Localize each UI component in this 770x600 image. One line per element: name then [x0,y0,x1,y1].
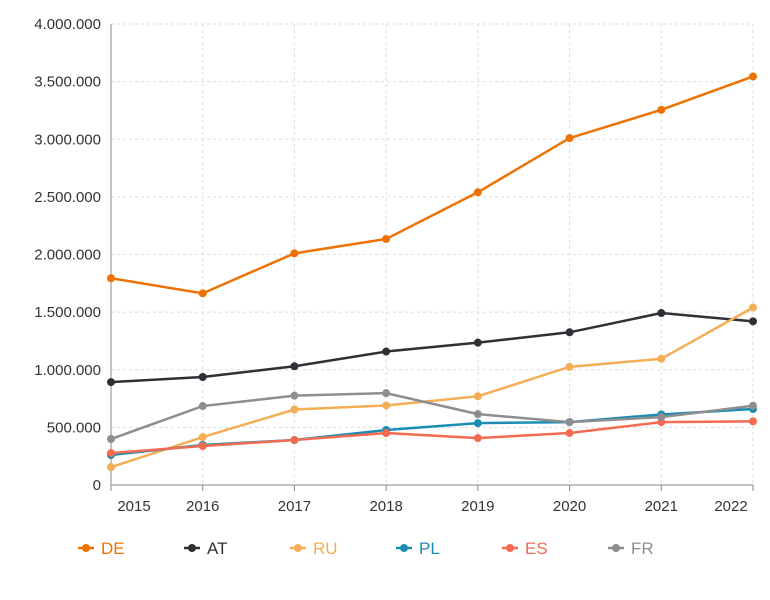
data-point-ES [107,449,115,458]
legend-marker-dot [506,544,514,552]
data-point-RU [749,303,757,312]
data-point-AT [290,362,299,371]
data-point-ES [749,417,757,426]
x-tick-label: 2015 [117,498,150,515]
data-point-FR [382,389,391,398]
x-tick-label: 2016 [186,498,219,515]
y-tick-label: 2.000.000 [34,247,101,264]
data-point-RU [198,433,207,442]
legend-marker-dot [400,544,408,552]
data-point-FR [749,401,757,410]
data-point-DE [657,105,666,114]
y-tick-label: 3.500.000 [34,74,101,91]
data-point-RU [565,362,574,371]
series-line-ES [110,420,754,455]
y-tick-label: 1.500.000 [34,304,101,321]
legend-label-RU: RU [313,539,338,558]
legend-marker-dot [188,544,196,552]
data-point-DE [107,274,115,283]
data-point-AT [107,378,115,387]
data-point-AT [382,347,391,356]
legend-marker-dot [612,544,620,552]
data-point-RU [290,405,299,414]
data-point-AT [657,309,666,318]
series-line-PL [110,407,754,457]
x-tick-label: 2022 [714,498,747,515]
data-point-AT [198,373,207,382]
x-tick-label: 2020 [553,498,586,515]
data-point-DE [473,188,482,197]
data-point-ES [473,434,482,443]
data-point-RU [107,463,115,472]
data-point-RU [382,401,391,410]
data-point-FR [198,402,207,411]
data-point-ES [565,429,574,438]
y-tick-label: 2.500.000 [34,189,101,206]
data-point-FR [565,418,574,427]
y-tick-label: 4.000.000 [34,16,101,33]
series-line-FR [110,391,754,441]
data-point-DE [565,134,574,143]
data-point-FR [107,435,115,444]
x-tick-label: 2021 [645,498,678,515]
data-point-AT [565,328,574,337]
data-point-AT [749,317,757,326]
y-tick-label: 500.000 [47,419,101,436]
data-point-AT [473,338,482,347]
data-point-ES [198,442,207,451]
data-point-DE [749,72,757,81]
data-point-DE [198,289,207,298]
x-tick-label: 2019 [461,498,494,515]
series-line-DE [110,75,754,295]
legend-label-ES: ES [525,539,548,558]
legend-marker-dot [82,544,90,552]
data-point-FR [473,410,482,419]
legend-label-PL: PL [419,539,440,558]
y-tick-label: 1.000.000 [34,362,101,379]
x-tick-label: 2018 [369,498,402,515]
series-line-RU [110,306,754,469]
legend-label-FR: FR [631,539,654,558]
legend-marker-dot [294,544,302,552]
data-point-PL [473,419,482,428]
data-point-RU [473,392,482,401]
y-tick-label: 0 [93,477,101,494]
data-point-FR [290,391,299,400]
data-point-FR [657,413,666,422]
legend-label-AT: AT [207,539,227,558]
legend-label-DE: DE [101,539,125,558]
x-tick-label: 2017 [278,498,311,515]
data-point-RU [657,354,666,363]
data-point-ES [382,429,391,438]
data-point-DE [290,249,299,258]
series-line-AT [110,311,754,384]
data-point-DE [382,234,391,243]
y-tick-label: 3.000.000 [34,131,101,148]
data-point-ES [290,436,299,445]
